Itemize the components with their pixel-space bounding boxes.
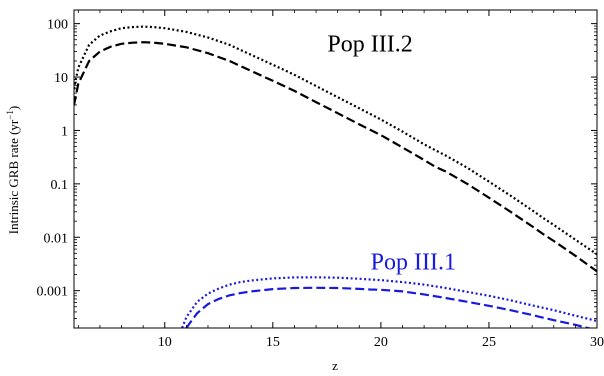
annotation-pop-iii-1: Pop III.1 xyxy=(371,249,456,275)
tick-layer: 10 15 20 25 30 0.001 0.01 0.1 1 10 100 xyxy=(37,10,604,350)
series-line-pop-iii-2-dotted xyxy=(74,25,597,256)
y-tick-label: 10 xyxy=(54,71,68,86)
series-line-pop-iii-2-dashed xyxy=(74,41,597,273)
x-tick-label: 10 xyxy=(158,335,172,350)
y-tick-label: 0.001 xyxy=(37,285,69,300)
series-line-pop-iii-1-dashed xyxy=(185,286,593,328)
plot-frame xyxy=(73,9,598,329)
series-line-pop-iii-1-dotted xyxy=(181,276,597,328)
x-tick-label: 25 xyxy=(482,335,496,350)
y-axis-label-superscript: −1 xyxy=(5,110,15,120)
y-tick-label: 100 xyxy=(47,18,68,33)
y-tick-label: 1 xyxy=(61,124,68,139)
annotation-pop-iii-2: Pop III.2 xyxy=(327,32,412,58)
x-tick-label: 15 xyxy=(266,335,280,350)
x-axis-label: z xyxy=(332,358,338,373)
y-axis-label: Intrinsic GRB rate (yr−1) xyxy=(5,106,21,234)
y-axis-label-close: ) xyxy=(6,106,21,110)
x-tick-label: 30 xyxy=(590,335,604,350)
series-layer xyxy=(74,25,597,328)
y-tick-label: 0.01 xyxy=(44,231,69,246)
y-tick-label: 0.1 xyxy=(51,178,69,193)
annotation-layer: Pop III.2 Pop III.1 xyxy=(327,32,456,276)
x-tick-label: 20 xyxy=(374,335,388,350)
